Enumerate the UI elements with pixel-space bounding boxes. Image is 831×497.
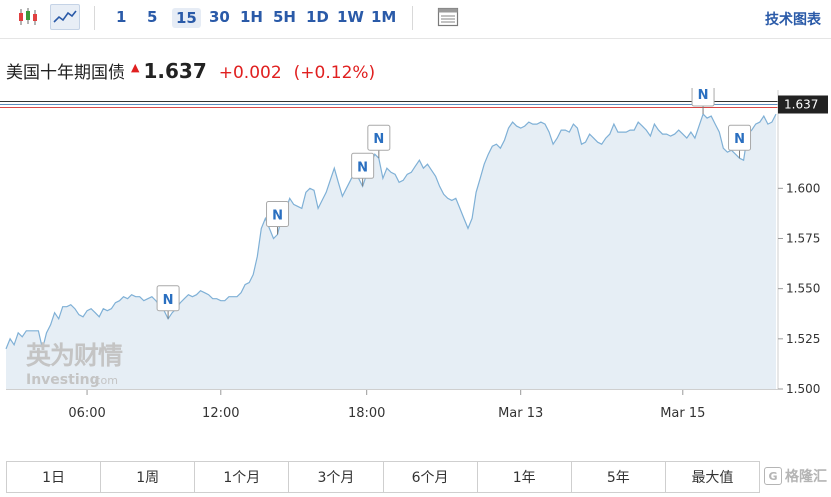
news-marker[interactable]: N <box>691 88 715 115</box>
range-1m[interactable]: 1个月 <box>195 462 290 492</box>
news-marker[interactable]: N <box>367 124 391 159</box>
news-marker[interactable]: N <box>351 152 375 187</box>
technical-chart-link[interactable]: 技术图表 <box>765 12 821 28</box>
interval-15[interactable]: 15 <box>172 8 201 28</box>
watermark-brand: Investing <box>26 372 100 388</box>
y-tick-label: 1.575 <box>786 231 820 245</box>
interval-30[interactable]: 30 <box>209 8 230 26</box>
y-tick-label: 1.500 <box>786 382 820 396</box>
watermark-suffix: .com <box>91 374 118 387</box>
toolbar: 1 5 15 30 1H 5H 1D 1W 1M 技术图表 <box>0 0 831 36</box>
news-marker-box <box>367 124 391 151</box>
x-tick-label: Mar 13 <box>498 406 543 421</box>
toolbar-separator <box>94 6 95 30</box>
x-tick-label: Mar 15 <box>660 406 705 421</box>
news-marker-box <box>156 285 180 312</box>
range-5y[interactable]: 5年 <box>572 462 666 492</box>
interval-5[interactable]: 5 <box>147 8 158 26</box>
news-marker-box <box>691 88 715 107</box>
series-area-fill <box>6 114 776 389</box>
x-tick-label: 06:00 <box>68 406 105 421</box>
candlestick-chart-icon[interactable] <box>14 4 42 30</box>
toolbar-divider <box>0 38 831 39</box>
interval-1d[interactable]: 1D <box>306 8 329 26</box>
interval-5h[interactable]: 5H <box>273 8 296 26</box>
line-chart-icon[interactable] <box>50 4 80 30</box>
news-marker-label: N <box>373 132 384 147</box>
gelonghui-logo: G 格隆汇 <box>764 466 827 486</box>
interval-1m[interactable]: 1M <box>371 8 397 26</box>
news-marker-box <box>351 152 375 179</box>
y-tick-label: 1.600 <box>786 181 820 195</box>
y-tick-label: 1.550 <box>786 282 820 296</box>
range-max[interactable]: 最大值 <box>691 470 734 486</box>
up-arrow-icon: ▲ <box>131 61 140 74</box>
price-change-percent: (+0.12%) <box>293 63 376 83</box>
toolbar-separator <box>412 6 413 30</box>
news-marker[interactable]: N <box>728 124 752 159</box>
range-6m[interactable]: 6个月 <box>384 462 478 492</box>
interval-1w[interactable]: 1W <box>337 8 364 26</box>
range-1y[interactable]: 1年 <box>478 462 572 492</box>
interval-1[interactable]: 1 <box>116 8 127 26</box>
range-1w[interactable]: 1周 <box>101 462 196 492</box>
instrument-name: 美国十年期国债 <box>6 63 125 83</box>
series-line <box>5 112 777 350</box>
last-price-label-box <box>778 95 828 114</box>
range-3m[interactable]: 3个月 <box>289 462 384 492</box>
last-price: 1.637 <box>143 59 207 83</box>
gelonghui-logo-icon: G <box>764 467 782 485</box>
news-marker-label: N <box>357 160 368 175</box>
news-marker[interactable]: N <box>156 285 180 319</box>
last-price-label: 1.637 <box>784 98 818 112</box>
range-1d[interactable]: 1日 <box>7 462 102 492</box>
watermark: 英为财情 Investing.com <box>26 341 124 388</box>
quote-header: 美国十年期国债 ▲ 1.637 +0.002 (+0.12%) <box>6 58 376 83</box>
news-marker[interactable]: N <box>266 200 290 235</box>
price-change: +0.002 <box>218 63 282 83</box>
news-marker-label: N <box>272 208 283 223</box>
interval-1h[interactable]: 1H <box>240 8 263 26</box>
news-marker-box <box>728 124 752 151</box>
x-tick-label: 18:00 <box>348 406 385 421</box>
x-tick-label: 12:00 <box>202 406 239 421</box>
gelonghui-logo-text: 格隆汇 <box>785 469 827 485</box>
news-marker-label: N <box>698 88 709 103</box>
watermark-chinese: 英为财情 <box>26 341 123 370</box>
news-marker-label: N <box>163 293 174 308</box>
y-tick-label: 1.525 <box>786 332 820 346</box>
data-table-icon[interactable] <box>434 4 462 30</box>
news-marker-label: N <box>734 132 745 147</box>
time-range-selector: 1日 1周 1个月 3个月 6个月 1年 5年 最大值 <box>6 461 760 493</box>
news-marker-box <box>266 200 290 227</box>
